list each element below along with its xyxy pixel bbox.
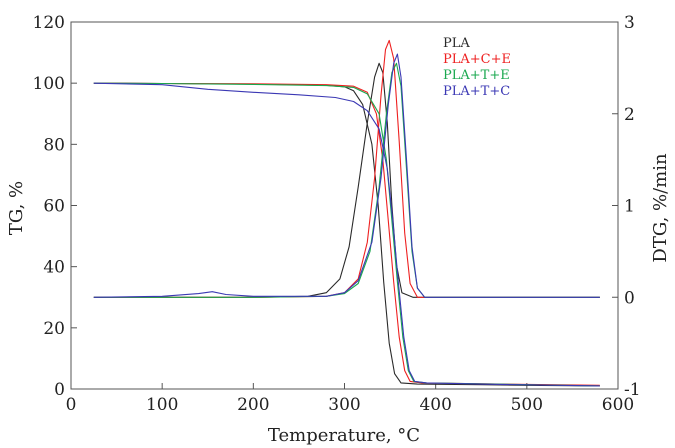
y-tick-label: 40 bbox=[43, 258, 65, 278]
y-axis-title: TG, % bbox=[6, 181, 27, 235]
x-tick-label: 600 bbox=[602, 395, 634, 415]
legend-label-pla-t-e: PLA+T+E bbox=[443, 68, 510, 83]
x-axis-title: Temperature, °C bbox=[268, 425, 420, 446]
tg-line-pla-t-e bbox=[93, 82, 600, 387]
x-tick-label: 200 bbox=[237, 395, 269, 415]
dtg-line-pla-t-c bbox=[93, 53, 600, 298]
tg-line-pla bbox=[93, 82, 600, 387]
x-tick-label: 500 bbox=[511, 395, 543, 415]
legend-label-pla-t-c: PLA+T+C bbox=[443, 84, 510, 99]
y-tick-label: 100 bbox=[33, 74, 65, 94]
x-tick-label: 0 bbox=[66, 395, 77, 415]
y2-tick-label: 1 bbox=[624, 197, 635, 217]
legend-label-pla: PLA bbox=[443, 36, 470, 51]
y-tick-label: 60 bbox=[43, 197, 65, 217]
tg-line-pla-c-e bbox=[93, 82, 600, 386]
x-tick-label: 300 bbox=[328, 395, 360, 415]
x-tick-label: 400 bbox=[419, 395, 451, 415]
y-tick-label: 20 bbox=[43, 319, 65, 339]
legend-label-pla-c-e: PLA+C+E bbox=[443, 52, 511, 67]
y2-tick-label: 3 bbox=[624, 13, 635, 33]
dtg-line-pla-c-e bbox=[93, 39, 600, 298]
y-tick-label: 120 bbox=[33, 13, 65, 33]
x-tick-label: 100 bbox=[146, 395, 178, 415]
y2-tick-label: 0 bbox=[624, 288, 635, 308]
y-tick-label: 0 bbox=[54, 380, 65, 400]
y2-axis-title: DTG, %/min bbox=[650, 153, 671, 263]
dtg-line-pla bbox=[93, 62, 600, 298]
tg-line-pla-t-c bbox=[93, 82, 600, 387]
y-tick-label: 80 bbox=[43, 135, 65, 155]
legend: PLA PLA+C+E PLA+T+E PLA+T+C bbox=[443, 36, 511, 99]
y2-tick-label: 2 bbox=[624, 105, 635, 125]
plot-frame bbox=[70, 21, 619, 390]
axes: 0 100 200 300 400 500 600 0 20 40 60 80 100 120 -1 0 1 2 3 bbox=[33, 13, 641, 415]
dtg-line-pla-t-e bbox=[93, 62, 600, 298]
y2-tick-label: -1 bbox=[624, 380, 641, 400]
series-lines bbox=[93, 39, 600, 387]
